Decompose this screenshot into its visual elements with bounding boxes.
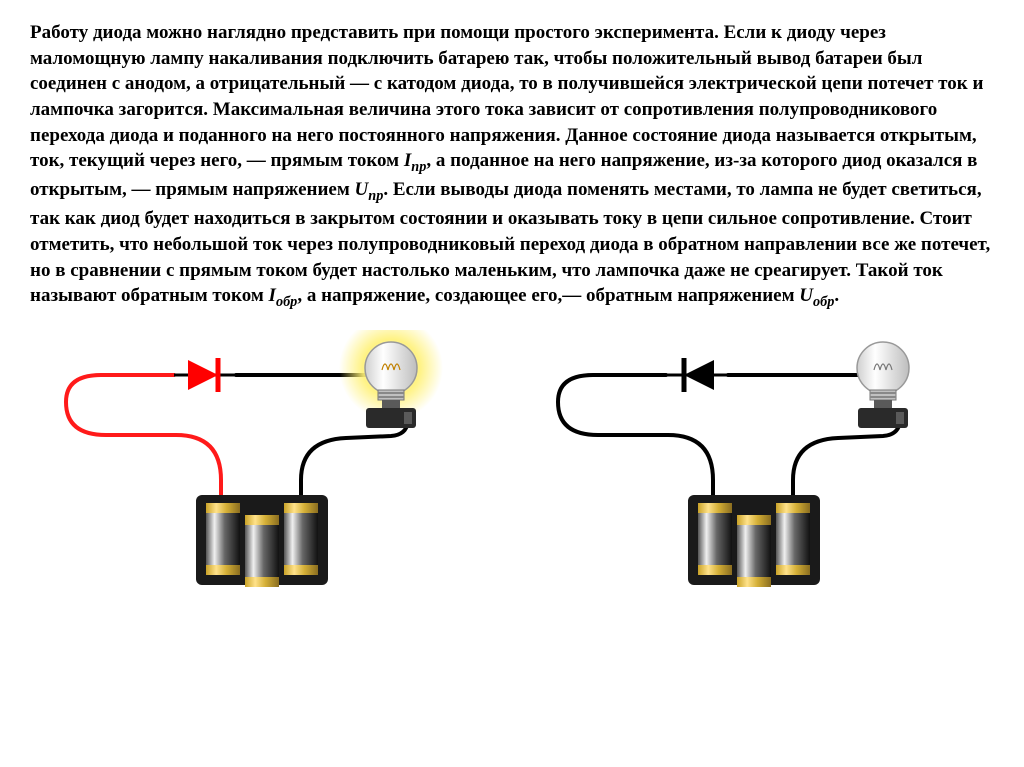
symbol-ipr: Iпр — [404, 150, 426, 171]
circuit-forward-bias — [46, 330, 486, 590]
text-part-4: , а напряжение, создающее его,— обратным… — [297, 285, 799, 306]
symbol-upr: Uпр — [355, 179, 384, 200]
main-paragraph: Работу диода можно наглядно представить … — [30, 20, 994, 312]
text-part-1: Работу диода можно наглядно представить … — [30, 22, 983, 171]
symbol-uobr: Uобр — [799, 285, 834, 306]
circuit-figures — [30, 330, 994, 590]
circuit-reverse-bias — [538, 330, 978, 590]
text-part-5: . — [834, 285, 839, 306]
symbol-iobr: Iобр — [269, 285, 298, 306]
